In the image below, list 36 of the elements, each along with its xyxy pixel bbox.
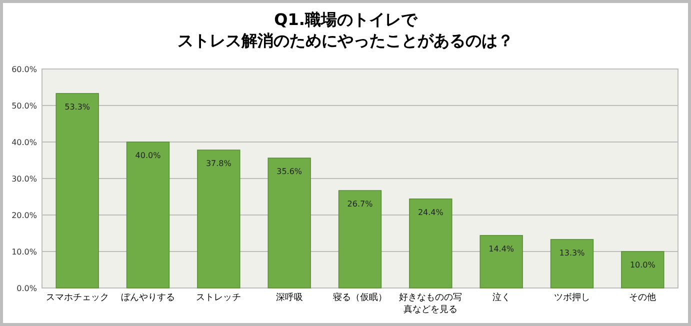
y-tick-label: 40.0% bbox=[12, 138, 38, 147]
y-tick-label: 60.0% bbox=[12, 65, 38, 74]
bar bbox=[621, 251, 664, 288]
bar bbox=[197, 150, 240, 288]
data-label: 53.3% bbox=[64, 102, 90, 112]
y-tick-label: 50.0% bbox=[12, 102, 38, 110]
bar bbox=[409, 198, 452, 288]
bar bbox=[550, 239, 594, 288]
x-tick-label: 好きなものの写真などを見る bbox=[399, 292, 462, 315]
chart-subtitle: ストレス解消のためにやったことがあるのは？ bbox=[178, 31, 514, 50]
bar bbox=[56, 93, 99, 288]
x-tick-label: その他 bbox=[629, 292, 656, 303]
title: Q1.職場のトイレで bbox=[274, 10, 417, 29]
data-label: 24.4% bbox=[418, 208, 444, 217]
x-tick-label: ストレッチ bbox=[196, 293, 242, 303]
x-tick-label: 泣く bbox=[492, 292, 510, 303]
data-label: 10.0% bbox=[630, 260, 656, 270]
data-label: 13.3% bbox=[559, 248, 586, 258]
x-tick-label: スマホチェック bbox=[46, 293, 109, 303]
y-tick-label: 0.0% bbox=[16, 284, 38, 293]
x-tick-label: ぼんやりする bbox=[121, 293, 175, 303]
data-label: 26.7% bbox=[347, 200, 374, 209]
data-label: 14.4% bbox=[488, 244, 514, 254]
x-tick-label: 深呼吸 bbox=[276, 292, 303, 303]
data-label: 35.6% bbox=[276, 167, 302, 176]
bar bbox=[338, 190, 382, 288]
x-tick-label: ツボ押し bbox=[554, 292, 590, 303]
data-label: 37.8% bbox=[206, 159, 232, 168]
x-tick-label: 寝る（仮眠） bbox=[333, 292, 387, 303]
bar bbox=[268, 158, 311, 288]
y-tick-label: 30.0% bbox=[12, 174, 38, 184]
bar bbox=[126, 142, 170, 288]
bar bbox=[480, 235, 523, 288]
data-label: 40.0% bbox=[135, 151, 162, 160]
y-tick-label: 10.0% bbox=[12, 248, 38, 256]
y-tick-label: 20.0% bbox=[12, 211, 38, 220]
